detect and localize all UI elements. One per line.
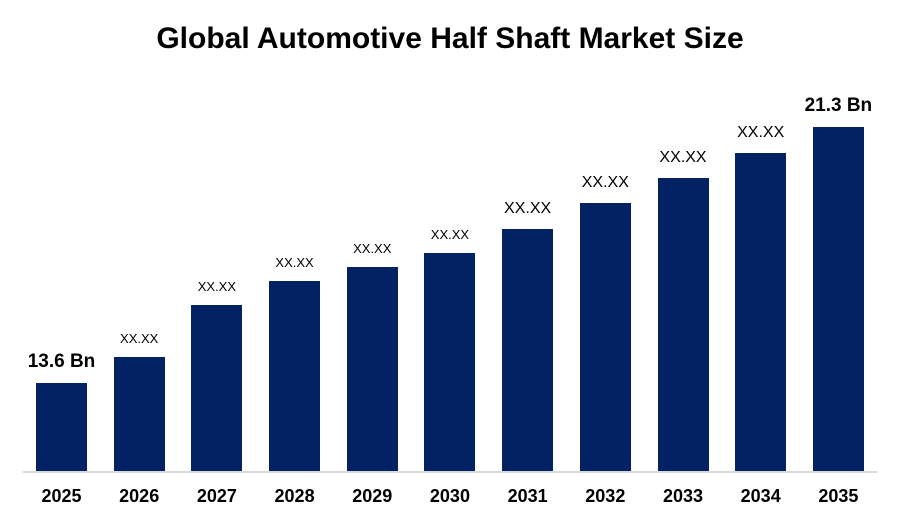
bar (579, 203, 631, 471)
x-axis-label: 2030 (429, 486, 470, 506)
bar (812, 127, 864, 471)
bar (735, 153, 787, 471)
x-axis-label: 2029 (352, 486, 393, 506)
bar-column: XX.XX (657, 111, 709, 471)
bar-column: XX.XX (269, 111, 321, 471)
bar-value-label: XX.XX (504, 200, 552, 217)
bar (269, 281, 321, 471)
bar-value-label: XX.XX (275, 255, 314, 270)
bar (346, 267, 398, 471)
x-axis-labels: 2025 2026 2027 2028 2029 2030 2031 2032 2033 2034… (36, 486, 864, 507)
bar-value-label: XX.XX (659, 149, 707, 166)
bar (36, 383, 87, 471)
bar-value-label: XX.XX (197, 279, 237, 294)
x-axis-label: 2025 (41, 486, 82, 506)
x-axis-label: 2034 (740, 486, 781, 506)
x-axis-label: 2026 (119, 486, 160, 506)
bar (502, 229, 554, 471)
x-axis-label: 2027 (196, 486, 237, 506)
bar (113, 357, 165, 471)
bar-column: XX.XX (579, 111, 631, 471)
bar-column: XX.XX (424, 111, 476, 471)
bar-value-label: 13.6 Bn (27, 351, 96, 372)
bar-column: XX.XX (191, 111, 243, 471)
bar-value-label: XX.XX (581, 174, 629, 191)
bar-column: 21.3 Bn (805, 96, 872, 471)
bar-value-label: 21.3 Bn (804, 95, 873, 116)
x-axis-label: 2031 (507, 486, 548, 506)
bar (424, 253, 476, 471)
x-axis-label: 2033 (662, 486, 704, 506)
x-axis-line (23, 471, 877, 473)
bar-value-label: XX.XX (430, 227, 470, 242)
bar-value-label: XX.XX (120, 331, 159, 346)
chart-title: Global Automotive Half Shaft Market Size (156, 22, 744, 55)
bar-column: XX.XX (502, 111, 554, 471)
bar-column: XX.XX (346, 111, 398, 471)
bar-column: 13.6 Bn (28, 111, 95, 471)
bar-value-label: XX.XX (353, 241, 392, 256)
bar (657, 178, 709, 471)
bar-column: XX.XX (113, 111, 165, 471)
plot-area: 13.6 Bn XX.XX XX.XX XX.XX XX.XX XX.XX XX.XX XX.… (28, 96, 872, 471)
bar-value-label: XX.XX (737, 124, 785, 141)
x-axis-label: 2035 (818, 486, 859, 506)
bar (191, 305, 243, 471)
bar-column: XX.XX (735, 111, 787, 471)
x-axis-label: 2028 (274, 486, 315, 506)
x-axis-label: 2032 (585, 486, 626, 506)
